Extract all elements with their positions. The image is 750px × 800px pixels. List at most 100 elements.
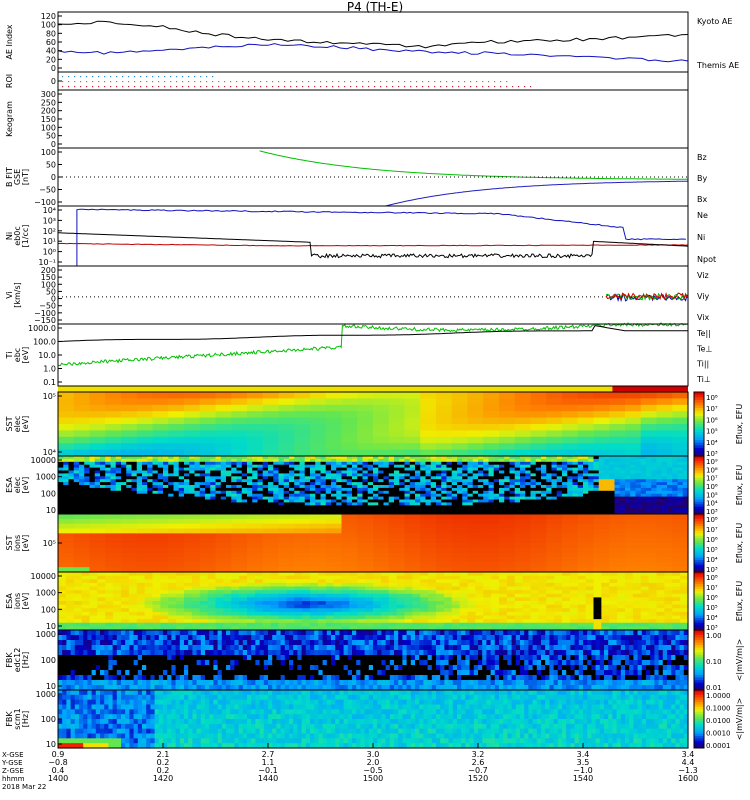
ni-tick-label: 10⁻¹	[38, 258, 56, 267]
xaxis-tick-label: 0.2	[157, 766, 170, 775]
esa_i-tick-label: 1000	[36, 589, 56, 598]
esa_e-tick-label: 10000	[31, 456, 56, 465]
xaxis-tick-label: −1.0	[573, 766, 592, 775]
fbk_e-spectrogram	[58, 630, 689, 691]
keogram-tick-label: 0	[51, 140, 56, 149]
vi-tick-label: −100	[34, 309, 56, 318]
sst_e-spectrogram	[58, 392, 689, 457]
esa_e-tick-label: 1000	[36, 473, 56, 482]
esa_i-cbar-label: 10³	[706, 624, 718, 632]
vi-tick-label: 0	[51, 295, 56, 304]
esa_e-spectrogram	[58, 456, 689, 515]
vi-legend-0: Viz	[697, 271, 709, 280]
xaxis-tick-label: −0.5	[363, 766, 382, 775]
by-line	[259, 150, 688, 180]
xaxis-tick-label: 3.0	[367, 750, 380, 759]
fbk_e-ylabel-line: [Hz]	[21, 652, 30, 668]
ae-ylabel: AE Index	[5, 24, 14, 59]
ae-tick-label: 80	[46, 29, 56, 38]
xaxis-tick-label: 0.2	[157, 758, 170, 767]
ni-legend-1: Ni	[697, 233, 705, 242]
bx-line	[385, 180, 688, 207]
ae-tick-label: 120	[41, 12, 56, 21]
bfit-legend-2: Bx	[697, 195, 707, 204]
xaxis-row-label: Z-GSE	[2, 767, 24, 775]
ne-line	[57, 242, 689, 247]
page-title: P4 (TH-E)	[346, 0, 404, 14]
fbk_e-cbar-title: <|mV/m|>	[735, 639, 744, 682]
ni-ylabel-line: Ni	[5, 232, 14, 240]
fbk_s-cbar-title: <|mV/m|>	[735, 698, 744, 741]
fbk_e-tick-label: 100	[41, 656, 56, 665]
sst_i-ylabel-line: SST	[5, 535, 14, 550]
fbk_s-cbar-label: 0.0001	[706, 742, 731, 750]
ti-tick-label: 1.0	[43, 365, 56, 374]
ti-legend-0: Te||	[696, 329, 711, 338]
vi-tick-label: 100	[41, 280, 56, 289]
bfit-tick-label: 100	[41, 148, 56, 157]
vi-tick-label: −50	[39, 302, 56, 311]
sst_e-cbar-label: 10⁷	[706, 405, 718, 413]
esa_e-cbar-label: 10⁹	[706, 458, 718, 466]
esa_e-tick-label: 10	[46, 506, 56, 515]
fbk_s-tick-label: 1000	[36, 690, 56, 699]
xaxis-tick-label: 3.4	[577, 750, 590, 759]
fbk_s-ylabel-line: [Hz]	[21, 711, 30, 727]
esa_i-cbar-label: 10⁷	[706, 584, 718, 592]
esa_i-tick-label: 10000	[31, 572, 56, 581]
ni-tick-label: 10²	[43, 227, 56, 236]
bfit-frame	[57, 147, 689, 207]
fbk_s-cbar-label: 0.0010	[706, 730, 731, 738]
ti-tick-label: 100.0	[33, 338, 56, 347]
fbk_s-ylabel-line: FBK	[5, 711, 14, 727]
sst_i-ylabel-line: [eV]	[21, 535, 30, 552]
bfit-ylabel-line: [nT]	[21, 169, 30, 185]
ti-legend-1: Te⊥	[696, 344, 712, 353]
ni-legend-0: Ne	[697, 211, 708, 220]
esa_i-ylabel-line: ESA	[5, 593, 14, 609]
keogram-tick-label: 250	[41, 98, 56, 107]
esa_e-cbar-label: 10⁵	[706, 491, 718, 499]
xaxis-tick-label: 0.4	[52, 766, 65, 775]
esa_e-ylabel-line: elec	[13, 477, 22, 493]
roi-tick-label: 0	[51, 77, 56, 86]
vi-ylabel: Vi [km/s]	[5, 282, 22, 308]
keogram-ylabel: Keogram	[5, 101, 14, 137]
fbk_s-ylabel-line: scm1	[13, 708, 22, 729]
ae-tick-label: 20	[46, 55, 56, 64]
bfit-ylabel-line: B FIT	[5, 167, 14, 187]
fbk_e-tick-label: 10	[46, 682, 56, 691]
bfit-legend-0: Bz	[697, 153, 707, 162]
xaxis-tick-label: 3.2	[472, 750, 485, 759]
ti-legend-3: Ti⊥	[696, 375, 711, 384]
vi-ylabel-line: [km/s]	[13, 282, 22, 308]
ni-line	[58, 232, 689, 259]
xaxis-tick-label: 1420	[153, 774, 173, 783]
sst_i-cbar-label: 10⁷	[706, 526, 718, 534]
ni-tick-label: 10⁴	[43, 206, 56, 215]
xaxis-row-label: 2018 Mar 22	[2, 783, 46, 791]
xaxis-tick-label: 1400	[48, 774, 68, 783]
esa_i-cbar-label: 10⁶	[706, 594, 718, 602]
sst_i-tick-label: 10⁵	[43, 539, 56, 548]
ae-legend-0: Kyoto AE	[697, 17, 732, 26]
xaxis-tick-label: 2.0	[367, 758, 380, 767]
roi-ylabel-line: ROI	[5, 74, 14, 88]
esa_i-tick-label: 10	[46, 622, 56, 631]
vi-tick-label: −150	[34, 316, 56, 325]
keogram-tick-label: 150	[41, 115, 56, 124]
sst_e-ylabel-line: [eV]	[21, 416, 30, 433]
sst_e-cbar-label: 10⁸	[706, 394, 718, 402]
sst_e-cbar-label: 10³	[706, 450, 718, 458]
esa_i-ylabel: ESA ions [eV]	[5, 593, 30, 610]
ti-tick-label: 1000.0	[28, 324, 56, 333]
sst_e-cbar-label: 10⁴	[706, 439, 718, 447]
ae-frame	[57, 11, 689, 73]
xaxis-tick-label: 4.4	[682, 758, 695, 767]
fbk_e-tick-label: 1000	[36, 630, 56, 639]
vi-tick-label: 200	[41, 266, 56, 275]
esa_e-tick-label: 100	[41, 489, 56, 498]
keogram-tick-label: 300	[41, 90, 56, 99]
npot-line	[76, 208, 686, 266]
esa_i-cbar-label: 10⁵	[706, 604, 718, 612]
